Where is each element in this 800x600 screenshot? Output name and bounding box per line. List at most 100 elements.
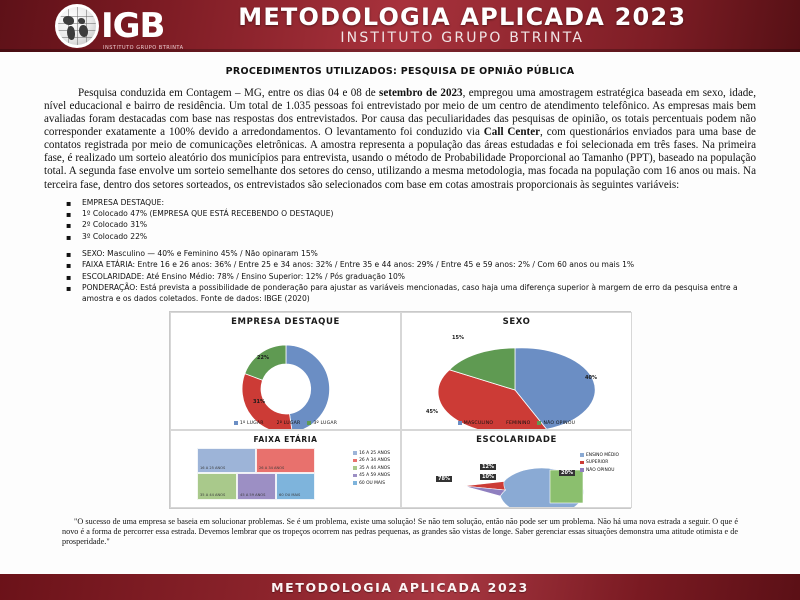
list-item: ▪ EMPRESA DESTAQUE: — [66, 198, 756, 209]
banner-titles: METODOLOGIA APLICADA 2023 INSTITUTO GRUP… — [164, 3, 760, 47]
chart-title: EMPRESA DESTAQUE — [231, 316, 340, 327]
pie-slice-feminino — [437, 369, 547, 429]
pie-slice-masculino — [514, 347, 596, 429]
treemap-label: 60 OU MAIS — [279, 493, 301, 498]
treemap-cell: 45 A 59 ANOS — [237, 472, 277, 500]
legend-label: SUPERIOR — [586, 460, 609, 466]
treemap: 16 A 25 ANOS 26 A 34 ANOS 35 A 44 ANOS 4… — [197, 447, 315, 500]
section-title: PROCEDIMENTOS UTILIZADOS: PESQUISA DE OP… — [225, 66, 575, 77]
legend-item: FEMININO — [500, 421, 530, 426]
legend-item: ENSINO MÉDIO — [580, 453, 619, 458]
legend-label: MASCULINO — [463, 420, 494, 426]
header-banner: IGB INSTITUTO GRUPO BTRINTA METODOLOGIA … — [0, 0, 800, 52]
slice-label-ensino-medio: 78% — [436, 475, 452, 482]
donut-slice-1 — [285, 344, 330, 429]
legend-item: 26 A 34 ANOS — [353, 458, 390, 463]
list-item-label: 1º Colocado 47% (EMPRESA QUE ESTÁ RECEBE… — [82, 208, 334, 218]
secondary-plot-label: 20% — [559, 469, 575, 476]
donut-slice-3 — [244, 344, 287, 381]
slice-label-superior: 12% — [480, 463, 496, 470]
chart-title: FAIXA ETÁRIA — [253, 434, 318, 444]
treemap-label: 45 A 59 ANOS — [240, 493, 266, 498]
bullet-dot-icon: ▪ — [66, 250, 72, 260]
para-bold-date: setembro de 2023 — [379, 87, 463, 99]
list-item-label: SEXO: Masculino — 40% e Feminino 45% / N… — [82, 249, 318, 259]
logo-tagline: INSTITUTO GRUPO BTRINTA — [103, 45, 184, 51]
treemap-label: 26 A 34 ANOS — [259, 466, 285, 471]
legend-item: NÃO OPINOU — [580, 468, 619, 473]
para-part-3: , com questionários enviados para uma ba… — [44, 126, 756, 191]
list-item: ▪ 1º Colocado 47% (EMPRESA QUE ESTÁ RECEB… — [66, 209, 756, 220]
list-item-label: FAIXA ETÁRIA: Entre 16 e 26 anos: 36% / … — [82, 260, 635, 270]
legend-item: NÃO OPINOU — [537, 421, 575, 426]
treemap-label: 35 A 44 ANOS — [200, 493, 226, 498]
para-bold-callcenter: Call Center — [483, 126, 541, 139]
chart-legend: MASCULINO FEMININO NÃO OPINOU — [402, 421, 631, 426]
pie-slice-nao-opinou — [448, 347, 516, 391]
bullet-list-variaveis: ▪ SEXO: Masculino — 40% e Feminino 45% / … — [66, 249, 756, 305]
chart-legend: ENSINO MÉDIO SUPERIOR NÃO OPINOU — [580, 453, 619, 473]
list-item: ▪ 2º Colocado 31% — [66, 220, 756, 231]
legend-item: 35 A 44 ANOS — [353, 466, 390, 471]
legend-item: 1º LUGAR — [233, 420, 264, 426]
list-item: ▪ 3º Colocado 22% — [66, 232, 756, 243]
banner-title: METODOLOGIA APLICADA 2023 — [238, 3, 687, 31]
logo: IGB INSTITUTO GRUPO BTRINTA — [55, 4, 183, 51]
para-part-1: Pesquisa conduzida em Contagem – MG, ent… — [78, 87, 380, 99]
bullet-dot-icon: ▪ — [66, 198, 72, 208]
chart-title: SEXO — [502, 316, 531, 327]
bullet-dot-icon: ▪ — [66, 209, 72, 219]
legend-label: 35 A 44 ANOS — [359, 465, 390, 471]
legend-label: 60 OU MAIS — [359, 480, 386, 486]
chart-empresa-destaque: EMPRESA DESTAQUE 22% 31% 1º LUGAR 2º LUG… — [170, 311, 401, 430]
treemap-cell: 60 OU MAIS — [276, 472, 315, 500]
legend-item: 45 A 59 ANOS — [353, 473, 390, 478]
chart-title: ESCOLARIDADE — [476, 434, 557, 445]
legend-label: 16 A 25 ANOS — [359, 450, 390, 456]
para-part-2: , empregou uma amostragem estratégica ba… — [44, 87, 756, 139]
chart-legend: 16 A 25 ANOS 26 A 34 ANOS 35 A 44 ANOS 4… — [353, 451, 390, 486]
slice-label-2: 31% — [253, 398, 265, 405]
legend-label: 2º LUGAR — [276, 420, 301, 426]
pie-slice-nao-opinou — [463, 485, 507, 497]
legend-item: SUPERIOR — [580, 460, 619, 465]
closing-quote: "O sucesso de uma empresa se baseia em s… — [62, 516, 738, 546]
chart-faixa-etaria: FAIXA ETÁRIA 16 A 25 ANOS 26 A 34 ANOS 3… — [170, 429, 401, 508]
globe-icon — [55, 4, 99, 48]
legend-label: NÃO OPINOU — [543, 420, 576, 426]
legend-label: ENSINO MÉDIO — [586, 452, 619, 458]
legend-label: 45 A 59 ANOS — [359, 473, 390, 479]
slice-label-nao-opinou: 15% — [452, 334, 464, 341]
slice-label-feminino: 45% — [426, 408, 438, 415]
legend-label: FEMININO — [506, 420, 531, 426]
list-item-label: EMPRESA DESTAQUE: — [82, 197, 165, 207]
legend-item: 3º LUGAR — [307, 421, 337, 426]
chart-escolaridade: ESCOLARIDADE 78% 12% 10% 20% ENSINO M — [401, 429, 632, 508]
list-item: ▪ ESCOLARIDADE: Até Ensino Médio: 78% / E… — [66, 272, 756, 283]
banner-subtitle: INSTITUTO GRUPO BTRINTA — [340, 30, 585, 47]
bullet-dot-icon: ▪ — [66, 221, 72, 231]
bullet-dot-icon: ▪ — [66, 284, 72, 294]
legend-label: NÃO OPINOU — [586, 467, 615, 473]
footer-text: METODOLOGIA APLICADA 2023 — [271, 579, 529, 595]
list-item-label: 3º Colocado 22% — [82, 231, 148, 241]
legend-label: 1º LUGAR — [239, 420, 264, 426]
treemap-cell: 26 A 34 ANOS — [256, 447, 315, 473]
treemap-label: 16 A 25 ANOS — [200, 466, 226, 471]
legend-item: MASCULINO — [457, 420, 494, 426]
chart-sexo: SEXO 40% 45% 15% MASCULINO FEMININO NÃO … — [401, 311, 632, 430]
document-content: PROCEDIMENTOS UTILIZADOS: PESQUISA DE OP… — [0, 52, 800, 547]
slice-label-3: 22% — [257, 354, 269, 361]
legend-label: 26 A 34 ANOS — [359, 458, 390, 464]
chart-legend: 1º LUGAR 2º LUGAR 3º LUGAR — [171, 421, 400, 426]
list-item-label: ESCOLARIDADE: Até Ensino Médio: 78% / En… — [82, 271, 406, 281]
treemap-cell: 35 A 44 ANOS — [197, 472, 238, 500]
footer-banner: METODOLOGIA APLICADA 2023 — [0, 574, 800, 600]
bullet-dot-icon: ▪ — [66, 232, 72, 242]
charts-grid: EMPRESA DESTAQUE 22% 31% 1º LUGAR 2º LUG… — [169, 310, 632, 509]
intro-paragraph: Pesquisa conduzida em Contagem – MG, ent… — [44, 87, 756, 192]
legend-item: 60 OU MAIS — [353, 481, 390, 486]
list-item: ▪ PONDERAÇÃO: Está prevista a possibilida… — [66, 283, 756, 305]
pie-chart-svg — [437, 347, 596, 429]
legend-item: 2º LUGAR — [270, 420, 301, 426]
